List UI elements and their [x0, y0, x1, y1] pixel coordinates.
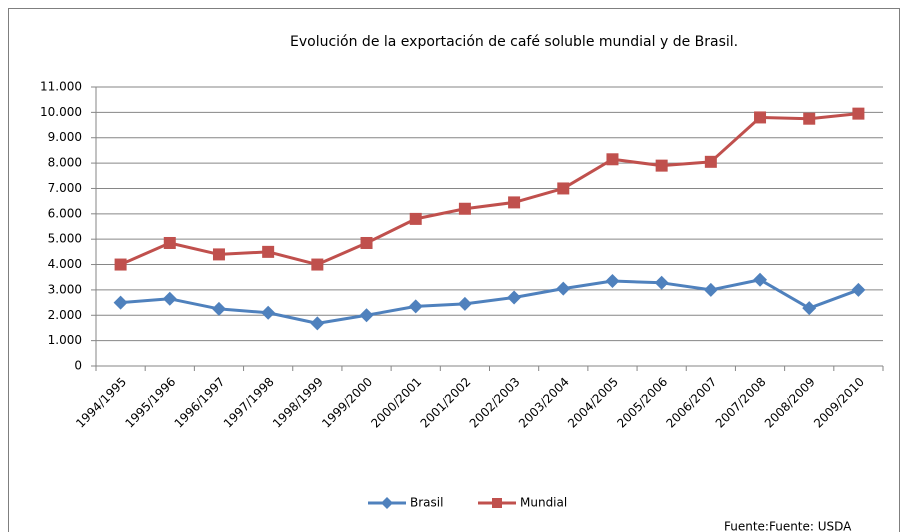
- data-point: [851, 282, 866, 297]
- data-point: [703, 282, 718, 297]
- data-point: [605, 274, 620, 289]
- y-tick-label: 7.000: [48, 181, 82, 195]
- y-tick-label: 5.000: [48, 232, 82, 246]
- data-point: [457, 296, 472, 311]
- data-point: [803, 112, 816, 125]
- data-point: [212, 248, 225, 261]
- series-line: [119, 112, 859, 267]
- data-point: [802, 301, 817, 316]
- y-tick-label: 6.000: [48, 206, 82, 220]
- legend-marker: [381, 497, 393, 509]
- y-tick-label: 0: [74, 359, 82, 373]
- data-point: [113, 295, 128, 310]
- data-point: [508, 196, 521, 209]
- y-tick-label: 2.000: [48, 308, 82, 322]
- legend-label: Brasil: [410, 496, 443, 510]
- data-point: [458, 202, 471, 215]
- y-tick-label: 8.000: [48, 156, 82, 170]
- source-note: Fuente:Fuente: USDA: [724, 520, 852, 532]
- y-tick-label: 11.000: [40, 80, 82, 94]
- y-tick-label: 9.000: [48, 130, 82, 144]
- data-point: [852, 107, 865, 120]
- chart-frame: [8, 8, 900, 532]
- data-point: [114, 258, 127, 271]
- data-point: [409, 212, 422, 225]
- data-point: [606, 153, 619, 166]
- y-tick-label: 10.000: [40, 105, 82, 119]
- y-tick-label: 4.000: [48, 257, 82, 271]
- data-point: [507, 290, 522, 305]
- data-point: [310, 316, 325, 331]
- data-point: [557, 182, 570, 195]
- data-point: [162, 291, 177, 306]
- data-point: [163, 236, 176, 249]
- data-point: [655, 159, 668, 172]
- data-point: [704, 155, 717, 168]
- chart-title: Evolución de la exportación de café solu…: [290, 34, 738, 50]
- legend-label: Mundial: [520, 496, 567, 510]
- data-point: [262, 245, 275, 258]
- data-point: [311, 258, 324, 271]
- data-point: [408, 299, 423, 314]
- data-point: [360, 236, 373, 249]
- legend-marker: [492, 498, 502, 508]
- data-point: [754, 111, 767, 124]
- series-line: [120, 278, 859, 325]
- y-tick-label: 1.000: [48, 333, 82, 347]
- data-point: [654, 275, 669, 290]
- data-point: [359, 308, 374, 323]
- data-point: [211, 301, 226, 316]
- data-point: [556, 281, 571, 296]
- data-point: [261, 305, 276, 320]
- y-tick-label: 3.000: [48, 282, 82, 296]
- data-point: [753, 272, 768, 287]
